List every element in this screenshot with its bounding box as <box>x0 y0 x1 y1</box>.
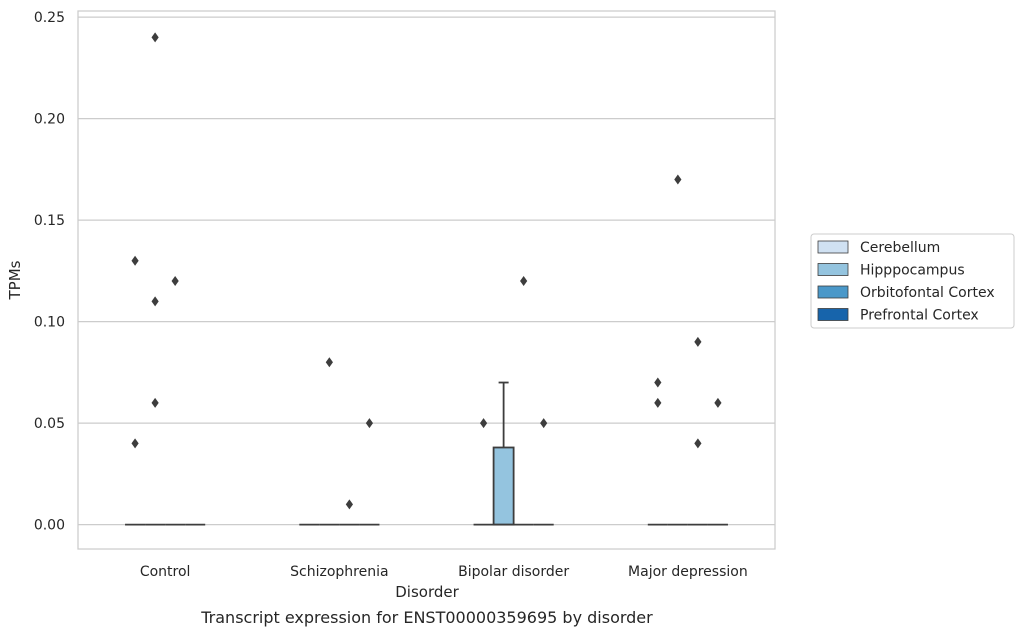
legend-items: Cerebellum Hipppocampus Orbitofontal Corte… <box>817 240 995 324</box>
outlier-point <box>171 276 179 287</box>
outlier-point <box>694 336 702 347</box>
outlier-point <box>479 418 488 429</box>
y-axis-title: TPMs <box>6 260 24 300</box>
outlier-point <box>714 397 722 408</box>
x-tick-labels: Control Schizophrenia Bipolar disorder Majo… <box>140 564 748 580</box>
outlier-point <box>345 499 353 510</box>
outlier-point <box>654 397 662 408</box>
outlier-point <box>325 357 333 368</box>
legend-label-orbitofontal-cortex: Orbitofontal Cortex <box>860 285 995 301</box>
legend-label-cerebellum: Cerebellum <box>860 240 940 256</box>
outlier-point <box>151 296 159 307</box>
legend-swatch-cerebellum <box>817 240 849 254</box>
y-tick-label: 0.15 <box>34 213 65 229</box>
y-tick-label: 0.05 <box>34 416 65 432</box>
legend-swatch-orbitofontal-cortex <box>817 285 849 299</box>
x-tick-label: Bipolar disorder <box>458 564 569 580</box>
outlier-point <box>540 418 548 429</box>
legend-label-hipppocampus: Hipppocampus <box>860 263 965 279</box>
x-tick-label: Schizophrenia <box>290 564 388 580</box>
plot-frame <box>77 10 776 550</box>
x-axis-title: Disorder <box>395 583 459 601</box>
outliers <box>131 32 722 510</box>
outlier-point <box>694 438 702 449</box>
outlier-point <box>674 174 682 185</box>
legend-label-prefrontal-cortex: Prefrontal Cortex <box>860 308 979 324</box>
y-tick-label: 0.20 <box>34 112 65 128</box>
x-tick-label: Major depression <box>628 564 748 580</box>
chart-caption: Transcript expression for ENST0000035969… <box>200 608 653 627</box>
legend-swatch-prefrontal-cortex <box>817 308 849 321</box>
outlier-point <box>151 397 159 408</box>
y-tick-label: 0.25 <box>34 10 65 26</box>
plot-background <box>78 11 775 549</box>
box-body <box>492 446 515 526</box>
x-tick-label: Control <box>140 564 191 580</box>
boxes <box>125 381 728 526</box>
outlier-point <box>131 438 139 449</box>
outlier-point <box>131 255 139 266</box>
outlier-point <box>151 32 159 43</box>
legend-swatch-hipppocampus <box>817 263 849 276</box>
outlier-point <box>520 276 528 287</box>
legend-frame <box>810 233 1015 329</box>
y-tick-label: 0.10 <box>34 315 65 331</box>
legend: Cerebellum Hipppocampus Orbitofontal Corte… <box>810 233 1015 329</box>
y-tick-labels: 0.00 0.05 0.10 0.15 0.20 0.25 <box>34 10 65 534</box>
box-bipolar-disorder-hipppocampus <box>492 381 515 526</box>
y-tick-label: 0.00 <box>34 518 65 534</box>
outlier-point <box>365 418 374 429</box>
outlier-point <box>654 377 662 388</box>
